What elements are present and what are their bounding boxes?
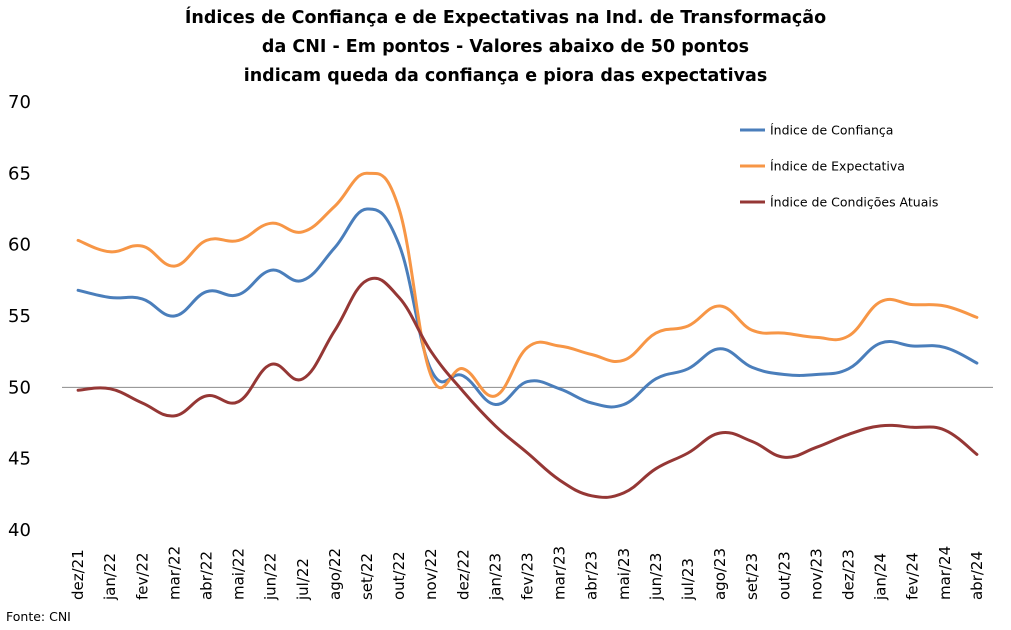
x-tick-label: abr/23 [583, 551, 601, 600]
y-axis: 40 45 50 55 60 65 70 [8, 92, 993, 541]
x-tick-label: jun/22 [262, 553, 280, 601]
x-tick-label: fev/23 [519, 552, 537, 600]
legend-label: Índice de Expectativa [770, 159, 905, 174]
legend-label: Índice de Condições Atuais [770, 195, 938, 210]
x-tick-label: out/23 [775, 551, 793, 600]
y-tick-label: 70 [8, 92, 31, 113]
x-tick-label: ago/22 [326, 548, 344, 600]
y-tick-label: 45 [8, 449, 31, 470]
y-tick-label: 50 [8, 377, 31, 398]
x-axis: dez/21 jan/22 fev/22 mar/22 abr/22 mai/22 jun/… [69, 546, 986, 601]
chart-title-line-2: da CNI - Em pontos - Valores abaixo de 5… [261, 37, 750, 57]
x-tick-label: jan/23 [486, 553, 504, 601]
x-tick-label: jul/22 [294, 558, 312, 601]
chart-title: Índices de Confiança e de Expectativas n… [0, 4, 1011, 91]
x-tick-label: nov/23 [807, 548, 825, 600]
x-tick-label: abr/24 [968, 551, 986, 600]
legend-label: Índice de Confiança [770, 123, 893, 138]
y-tick-label: 60 [8, 235, 31, 256]
x-tick-label: mai/22 [230, 548, 248, 600]
x-tick-label: dez/23 [840, 549, 858, 600]
x-tick-label: mai/23 [615, 548, 633, 600]
x-tick-label: jan/22 [101, 553, 119, 601]
chart-title-line-1: Índices de Confiança e de Expectativas n… [184, 8, 827, 28]
source-note: Fonte: CNI [6, 609, 71, 624]
x-tick-label: out/22 [390, 551, 408, 600]
x-tick-label: jul/23 [679, 558, 697, 601]
x-tick-label: fev/22 [133, 552, 151, 600]
x-tick-label: mar/22 [165, 546, 183, 600]
x-tick-label: abr/22 [197, 551, 215, 600]
x-tick-label: mar/23 [551, 546, 569, 600]
x-tick-label: jun/23 [647, 553, 665, 601]
series-line-3 [76, 276, 979, 499]
x-tick-label: nov/22 [422, 548, 440, 600]
y-tick-label: 65 [8, 163, 31, 184]
x-tick-label: fev/24 [904, 552, 922, 600]
x-tick-label: mar/24 [936, 546, 954, 600]
series-line-1 [76, 207, 979, 409]
series-line-2 [76, 171, 979, 398]
x-tick-label: dez/21 [69, 549, 87, 600]
chart-title-line-3: indicam queda da confiança e piora das e… [243, 66, 768, 86]
x-tick-label: ago/23 [711, 548, 729, 600]
x-tick-label: jan/24 [872, 553, 890, 601]
y-tick-label: 55 [8, 306, 31, 327]
legend: Índice de Confiança Índice de Expectativa… [740, 123, 938, 210]
y-tick-label: 40 [8, 520, 31, 541]
series-lines [76, 171, 979, 499]
x-tick-label: set/23 [743, 553, 761, 600]
x-tick-label: dez/22 [454, 549, 472, 600]
x-tick-label: set/22 [358, 553, 376, 600]
